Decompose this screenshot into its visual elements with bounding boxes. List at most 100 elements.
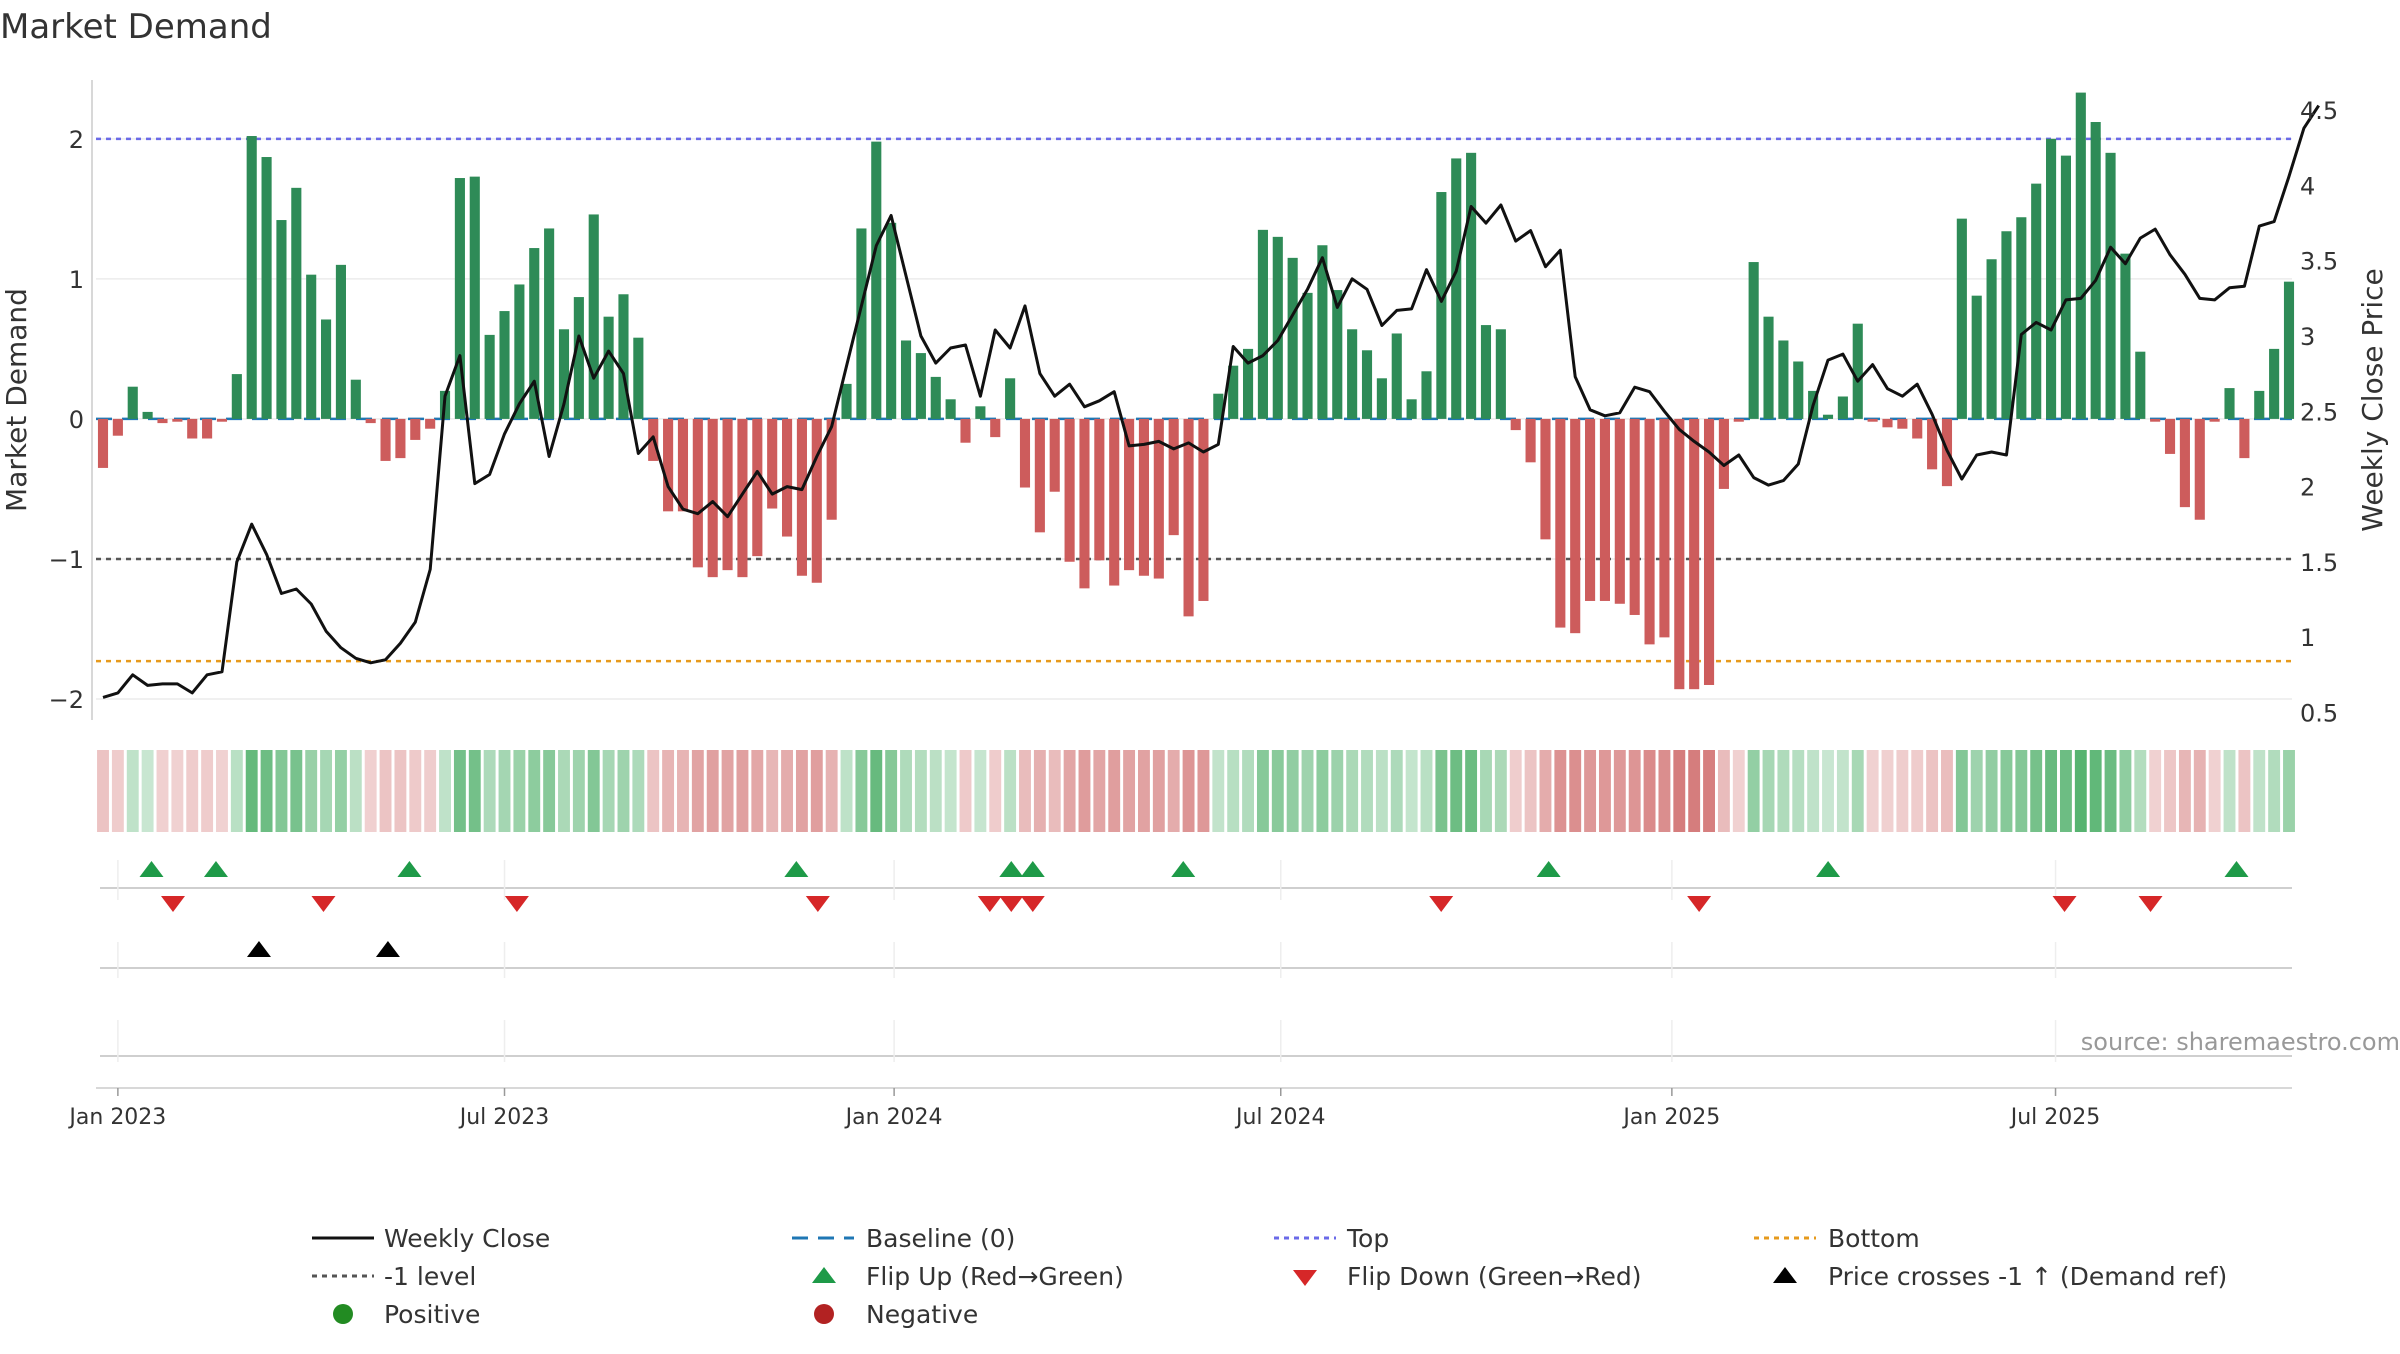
demand-bar [915,353,926,419]
heat-cell [1777,750,1790,832]
demand-bar [1228,365,1239,419]
demand-bar [1109,418,1120,586]
demand-bar [246,136,257,419]
demand-bar [365,418,376,424]
demand-bar [1005,378,1016,419]
heat-cell [1063,750,1076,832]
heat-cell [126,750,139,832]
demand-bar [1019,418,1031,488]
heat-cell [216,750,228,832]
demand-bar [1168,418,1179,536]
demand-bar [767,418,778,509]
legend-positive-label: Positive [384,1300,480,1329]
demand-bar [2194,418,2205,520]
legend-baseline-label: Baseline (0) [866,1224,1015,1253]
heat-cell [959,750,972,832]
demand-bar [975,406,986,419]
demand-bar [1822,414,1834,419]
heat-cell [1509,750,1522,832]
legend-item-positive: Positive [333,1300,480,1329]
heat-cell [498,750,511,832]
heat-cell [1554,750,1567,832]
demand-bar [1793,361,1804,419]
heat-cell [1123,750,1136,832]
demand-bar [2031,183,2042,419]
x-tick-label: Jan 2023 [67,1105,166,1130]
demand-bar [1689,418,1700,690]
demand-bar [856,228,867,419]
heat-cell [424,750,437,832]
heat-cell [795,750,808,832]
legend-negative-label: Negative [866,1300,978,1329]
demand-bar [1361,350,1373,419]
demand-bar [469,176,480,419]
legend-item-weekly-close: Weekly Close [312,1224,550,1253]
legend-item-negative: Negative [814,1300,978,1329]
demand-bar [871,141,882,419]
heat-cell [1182,750,1195,832]
demand-bar [2135,351,2146,419]
demand-bar [2105,152,2116,419]
heat-cell [944,750,957,832]
heat-cell [2030,750,2043,832]
demand-bar [1436,192,1447,419]
heat-cell [1569,750,1582,832]
heat-cell [1896,750,1909,832]
legend-item-baseline: Baseline (0) [792,1224,1015,1253]
demand-bar [588,214,599,419]
right-tick-label: 3 [2300,323,2315,351]
flip-up-marker [1536,861,1561,877]
heat-cell [1628,750,1641,832]
demand-bar [1912,418,1923,439]
signal-rows [100,860,2292,1062]
legend-cross-label: Price crosses -1 ↑ (Demand ref) [1828,1262,2227,1291]
right-tick-label: 2 [2300,474,2315,502]
demand-bar [1629,418,1640,615]
heat-cell [870,750,883,832]
demand-bar [886,222,897,419]
heat-cell [810,750,823,832]
right-tick-label: 4.5 [2300,97,2338,125]
heat-cell [334,750,347,832]
heat-cell [1792,750,1805,832]
heat-cell [974,750,987,832]
demand-bar [261,157,272,419]
flip-down-marker [977,896,1002,912]
heat-cell [1316,750,1329,832]
demand-bar [335,264,346,419]
right-tick-label: 1.5 [2300,549,2338,577]
demand-bar [142,411,153,419]
heat-cell [632,750,645,832]
demand-bar [291,187,302,419]
heat-cell [647,750,660,832]
demand-bar [1718,418,1729,489]
heat-cell [1227,750,1240,832]
heat-cell [2059,750,2072,832]
demand-bar [573,297,584,419]
demand-bar [2046,138,2057,419]
heat-cell [1004,750,1017,832]
heat-cell [2283,750,2295,832]
demand-bar [1480,325,1492,419]
heat-cell [97,750,109,832]
right-tick-label: 0.5 [2300,699,2338,727]
heat-cell [914,750,927,832]
legend-weekly-close-label: Weekly Close [384,1224,550,1253]
demand-bar [781,418,793,537]
heat-cell [1093,750,1106,832]
heat-cell [364,750,377,832]
heat-cell [349,750,362,832]
heat-cell [1613,750,1626,832]
heat-cell [409,750,422,832]
heat-cell [394,750,407,832]
demand-bar [1153,418,1164,579]
heat-cell [186,750,199,832]
demand-bar [172,418,183,422]
x-tick-label: Jul 2025 [2009,1105,2101,1130]
demand-bar [380,418,391,461]
demand-bar [1347,329,1358,419]
legend: Weekly Close Baseline (0) Top Bottom -1 … [312,1224,2227,1329]
demand-bar [752,418,763,557]
heat-cell [1955,750,1968,832]
demand-bar [737,418,748,578]
